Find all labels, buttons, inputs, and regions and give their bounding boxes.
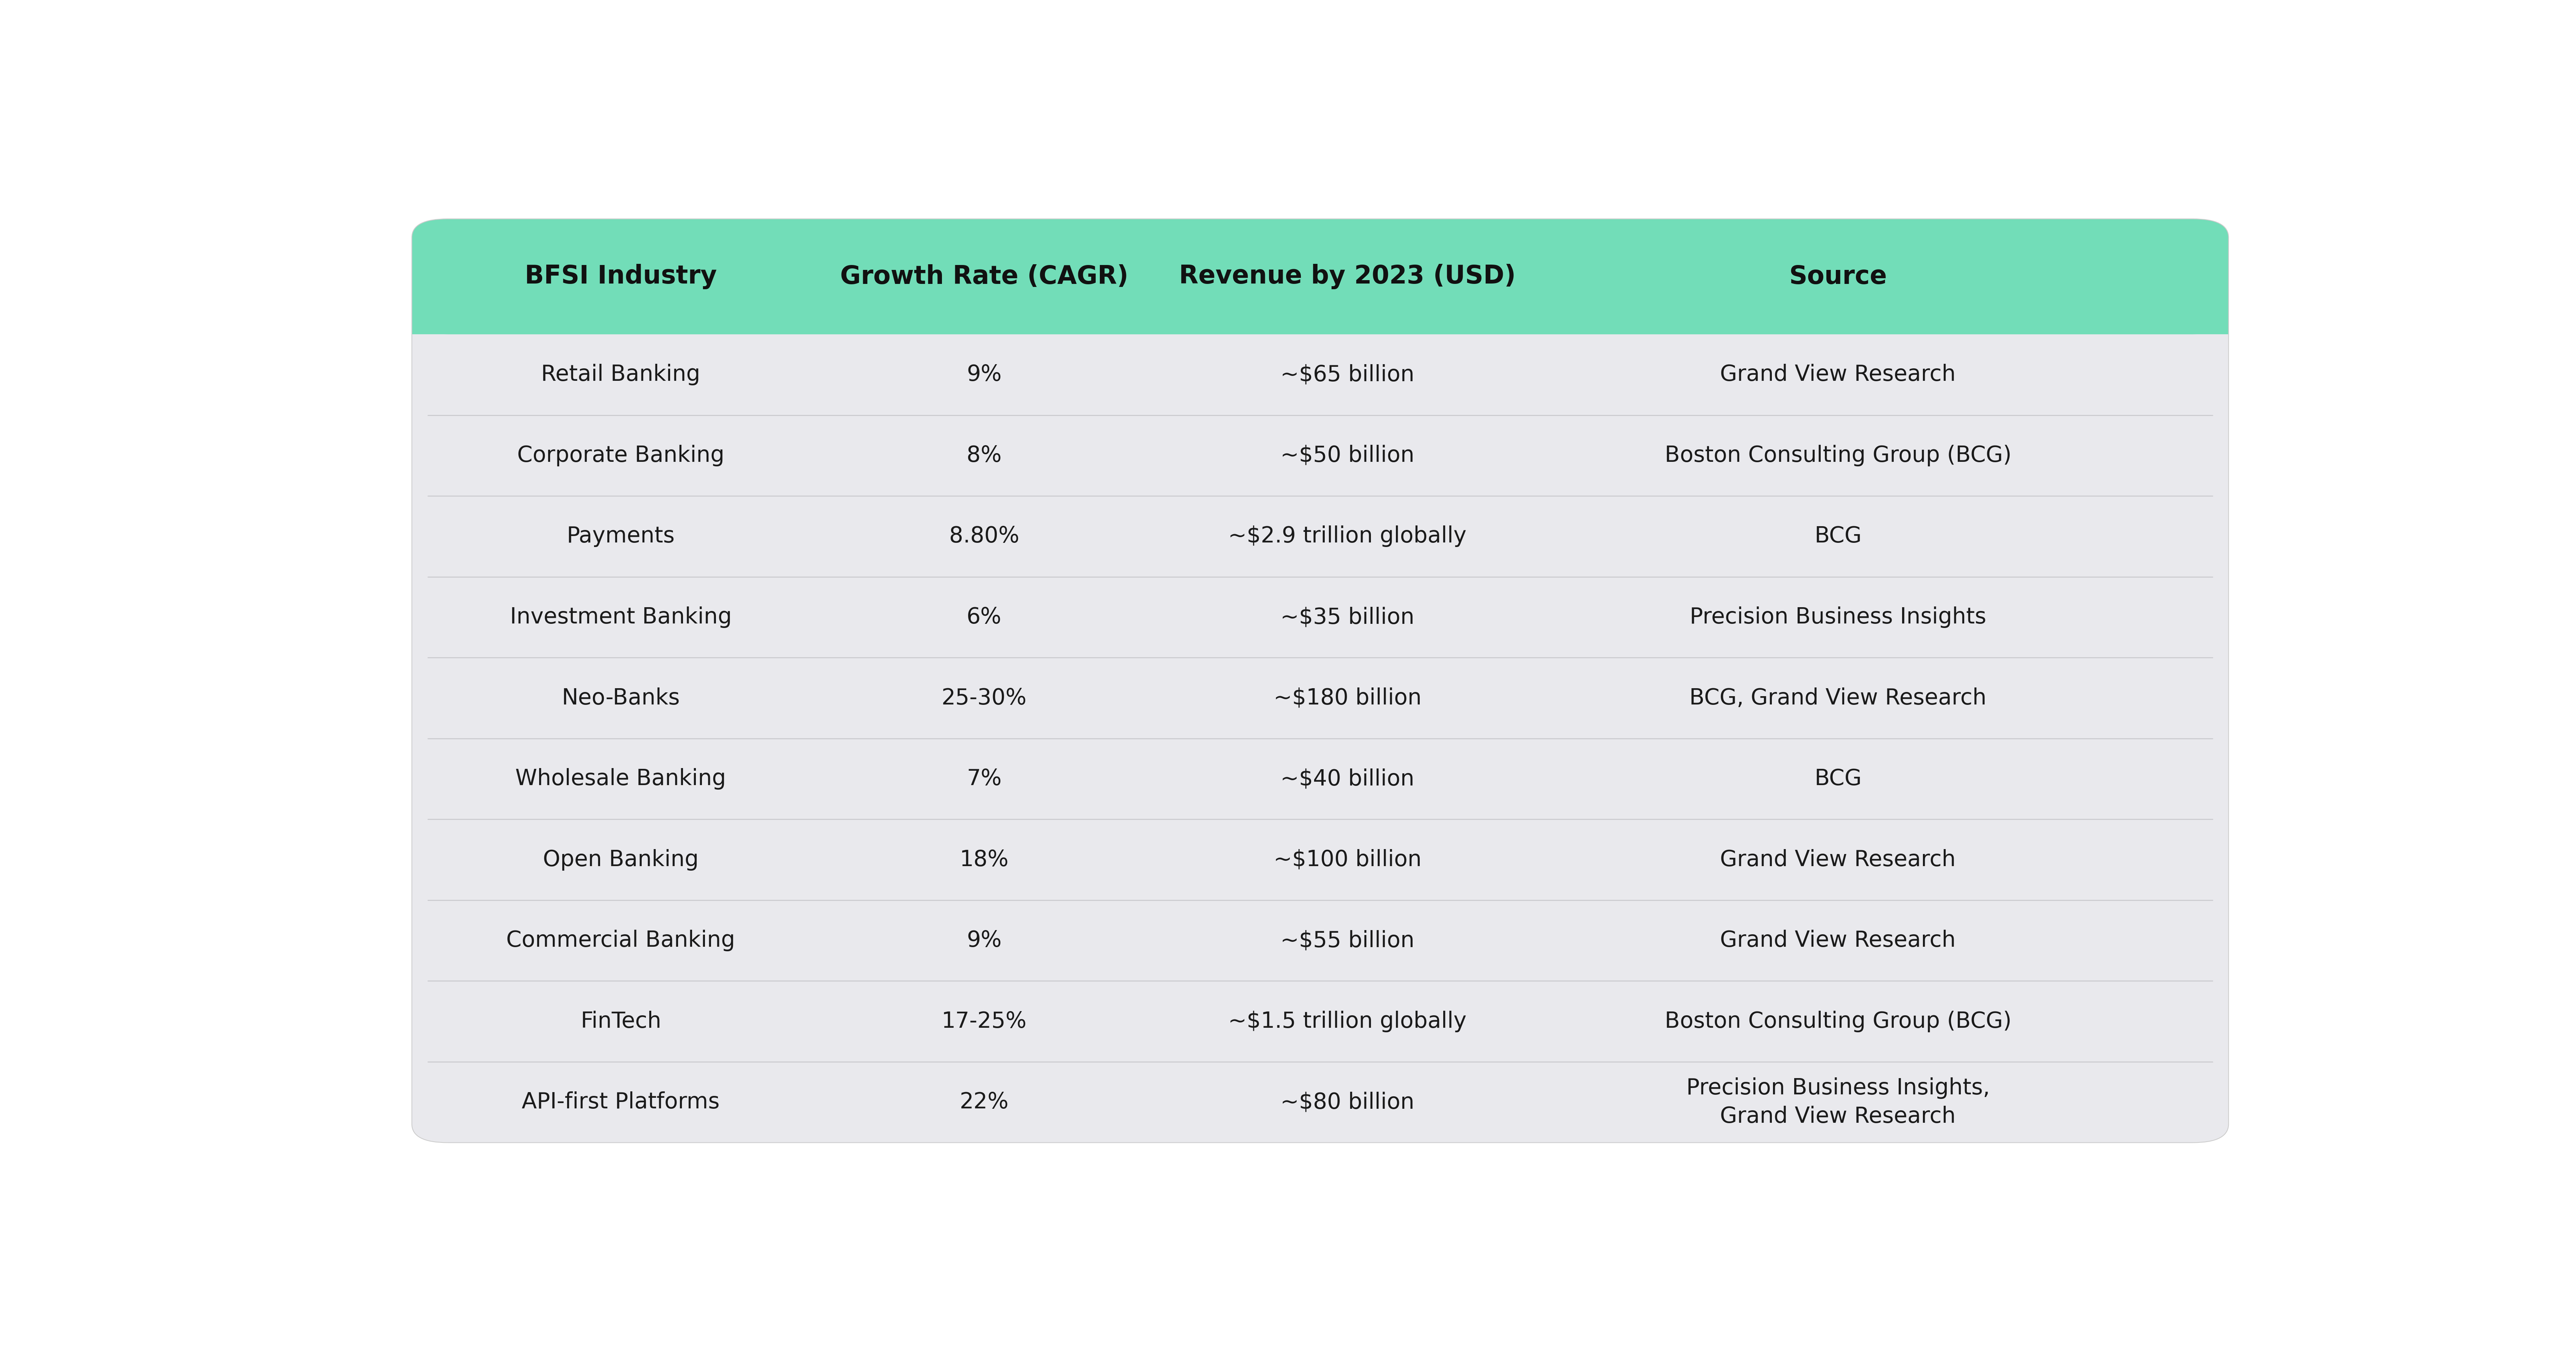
Text: FinTech: FinTech: [580, 1011, 662, 1033]
Text: ~$1.5 trillion globally: ~$1.5 trillion globally: [1229, 1011, 1466, 1033]
Text: 8.80%: 8.80%: [948, 526, 1020, 547]
Text: 7%: 7%: [966, 768, 1002, 790]
Text: Retail Banking: Retail Banking: [541, 364, 701, 386]
Text: ~$2.9 trillion globally: ~$2.9 trillion globally: [1229, 526, 1466, 547]
Text: Precision Business Insights: Precision Business Insights: [1690, 607, 1986, 628]
Text: 25-30%: 25-30%: [940, 687, 1028, 709]
FancyBboxPatch shape: [412, 218, 2228, 334]
Text: ~$100 billion: ~$100 billion: [1273, 849, 1422, 871]
Text: Investment Banking: Investment Banking: [510, 607, 732, 628]
Text: ~$55 billion: ~$55 billion: [1280, 930, 1414, 952]
Text: 8%: 8%: [966, 445, 1002, 466]
Text: ~$50 billion: ~$50 billion: [1280, 445, 1414, 466]
Text: Payments: Payments: [567, 526, 675, 547]
Text: 22%: 22%: [958, 1092, 1010, 1113]
Text: Grand View Research: Grand View Research: [1721, 364, 1955, 386]
Text: 9%: 9%: [966, 930, 1002, 952]
Text: ~$40 billion: ~$40 billion: [1280, 768, 1414, 790]
Text: ~$35 billion: ~$35 billion: [1280, 607, 1414, 628]
Text: Grand View Research: Grand View Research: [1721, 849, 1955, 871]
Text: Source: Source: [1788, 264, 1888, 288]
Text: 18%: 18%: [958, 849, 1010, 871]
Text: Growth Rate (CAGR): Growth Rate (CAGR): [840, 264, 1128, 288]
Text: ~$80 billion: ~$80 billion: [1280, 1092, 1414, 1113]
Text: Precision Business Insights,
Grand View Research: Precision Business Insights, Grand View …: [1687, 1077, 1989, 1127]
Text: BCG: BCG: [1814, 768, 1862, 790]
Text: Wholesale Banking: Wholesale Banking: [515, 768, 726, 790]
Text: Boston Consulting Group (BCG): Boston Consulting Group (BCG): [1664, 1011, 2012, 1033]
Text: API-first Platforms: API-first Platforms: [523, 1092, 719, 1113]
Text: Neo-Banks: Neo-Banks: [562, 687, 680, 709]
Text: Corporate Banking: Corporate Banking: [518, 445, 724, 466]
Text: Open Banking: Open Banking: [544, 849, 698, 871]
Text: BCG, Grand View Research: BCG, Grand View Research: [1690, 687, 1986, 709]
Bar: [412, 282, 2228, 334]
Text: 17-25%: 17-25%: [940, 1011, 1028, 1033]
Text: BCG: BCG: [1814, 526, 1862, 547]
Text: Revenue by 2023 (USD): Revenue by 2023 (USD): [1180, 264, 1515, 290]
Text: ~$65 billion: ~$65 billion: [1280, 364, 1414, 386]
Text: Grand View Research: Grand View Research: [1721, 930, 1955, 952]
Text: 6%: 6%: [966, 607, 1002, 628]
Text: Boston Consulting Group (BCG): Boston Consulting Group (BCG): [1664, 445, 2012, 466]
Text: BFSI Industry: BFSI Industry: [526, 264, 716, 290]
Text: ~$180 billion: ~$180 billion: [1273, 687, 1422, 709]
Text: 9%: 9%: [966, 364, 1002, 386]
FancyBboxPatch shape: [412, 218, 2228, 1143]
Text: Commercial Banking: Commercial Banking: [507, 930, 734, 952]
